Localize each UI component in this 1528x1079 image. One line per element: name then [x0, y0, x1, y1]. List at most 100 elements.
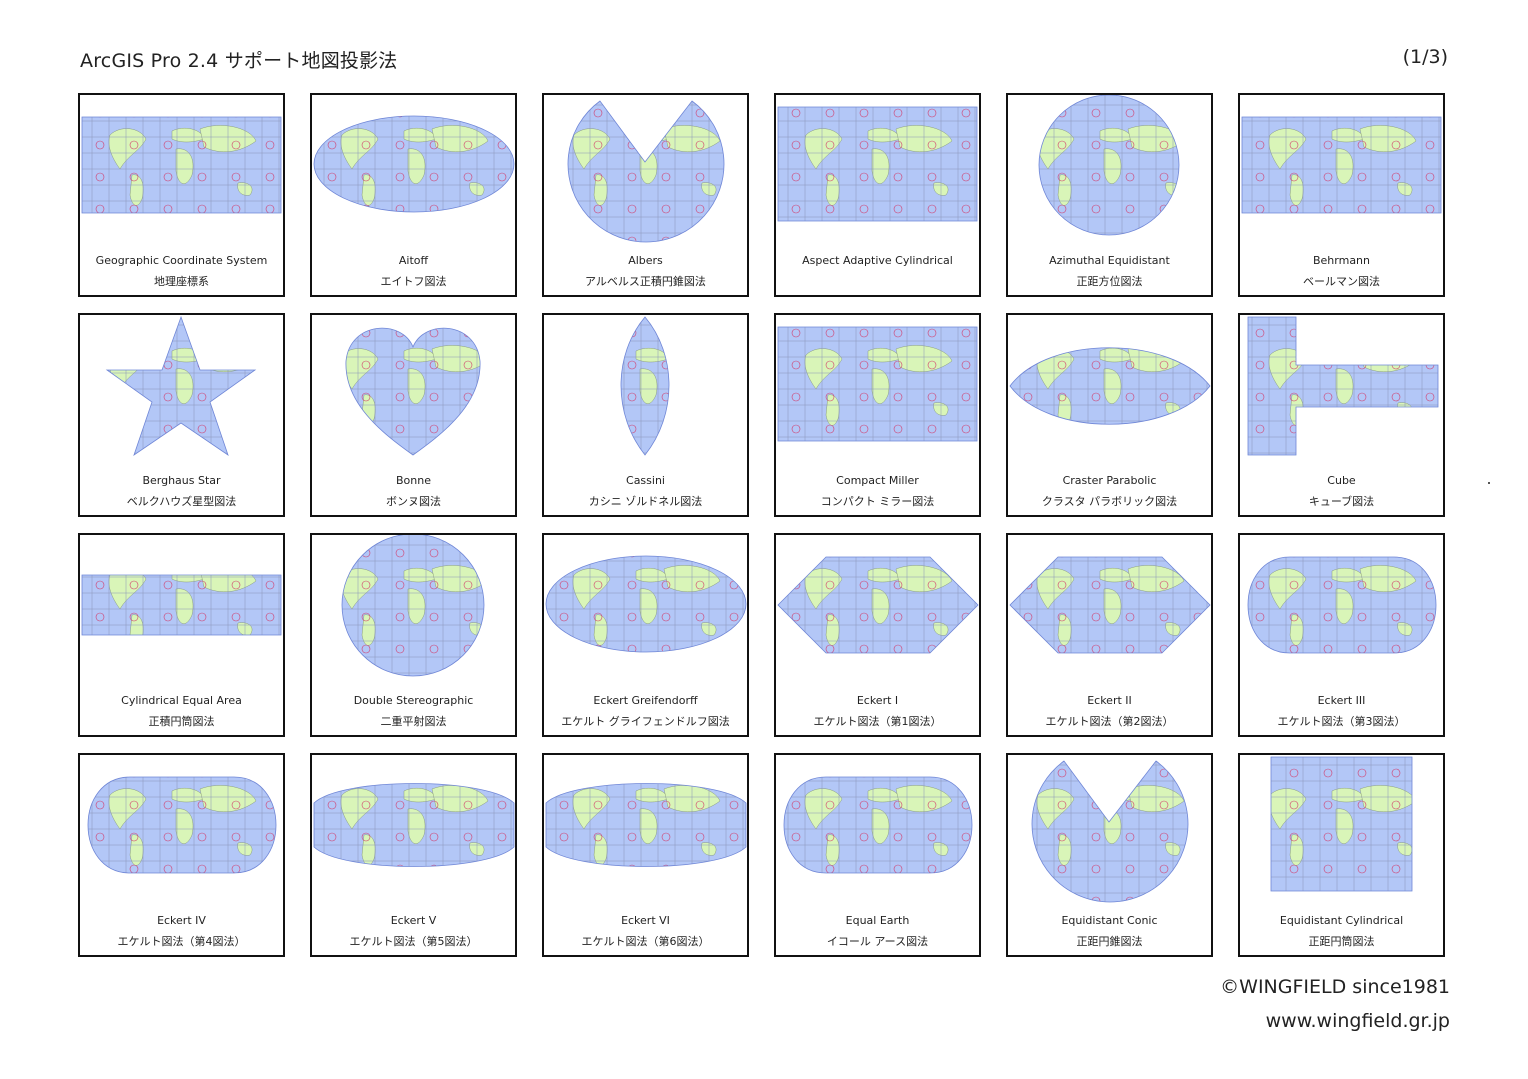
world-map-icon — [1009, 347, 1211, 425]
projection-name: Eckert IV — [157, 914, 206, 927]
projection-japanese-name: カシニ ゾルドネル図法 — [588, 495, 703, 508]
projection-card: Eckert I エケルト図法（第1図法） — [774, 533, 981, 737]
projection-japanese-name: エケルト図法（第1図法） — [813, 715, 942, 728]
projection-card: Equidistant Cylindrical 正距円筒図法 — [1238, 753, 1445, 957]
world-map-icon — [567, 100, 725, 243]
projection-japanese-name: エケルト図法（第2図法） — [1045, 715, 1174, 728]
projection-card: Albers アルベルス正積円錐図法 — [542, 93, 749, 297]
projection-name: Compact Miller — [836, 474, 919, 487]
world-map-icon — [545, 783, 747, 867]
projection-name: Eckert III — [1317, 694, 1366, 707]
projection-japanese-name: アルベルス正積円錐図法 — [585, 275, 706, 288]
projection-japanese-name: エケルト グライフェンドルフ図法 — [561, 715, 730, 728]
projection-name: Aspect Adaptive Cylindrical — [802, 254, 953, 267]
projection-japanese-name: 正距方位図法 — [1076, 275, 1143, 288]
projection-grid: Geographic Coordinate System 地理座標系 Aitoff エ… — [78, 93, 1445, 957]
world-map-icon — [313, 783, 515, 867]
projection-japanese-name: エケルト図法（第3図法） — [1277, 715, 1406, 728]
projection-name: Azimuthal Equidistant — [1049, 254, 1170, 267]
projection-name: Eckert VI — [621, 914, 670, 927]
projection-card: Eckert VI エケルト図法（第6図法） — [542, 753, 749, 957]
projection-japanese-name: エケルト図法（第5図法） — [349, 935, 478, 948]
projection-name: Behrmann — [1312, 254, 1370, 267]
projection-card: Aitoff エイトフ図法 — [310, 93, 517, 297]
projection-japanese-name: ベールマン図法 — [1303, 275, 1380, 288]
projection-card: Azimuthal Equidistant 正距方位図法 — [1006, 93, 1213, 297]
projection-name: Craster Parabolic — [1062, 474, 1157, 487]
projection-name: Eckert I — [856, 694, 899, 707]
copyright-text: ©WINGFIELD since1981 — [1220, 976, 1450, 998]
world-map-icon — [777, 556, 979, 654]
projection-japanese-name: イコール アース図法 — [826, 935, 929, 948]
projection-name: Cube — [1327, 474, 1356, 487]
world-map-icon — [105, 315, 257, 457]
projection-card: Behrmann ベールマン図法 — [1238, 93, 1445, 297]
world-map-icon — [1247, 316, 1439, 456]
projection-japanese-name: 正距円筒図法 — [1308, 935, 1375, 948]
page-title: ArcGIS Pro 2.4 サポート地図投影法 — [80, 50, 398, 72]
world-map-icon — [1031, 760, 1189, 903]
world-map-icon — [81, 116, 282, 214]
projection-card: Equal Earth イコール アース図法 — [774, 753, 981, 957]
projection-name: Berghaus Star — [142, 474, 221, 487]
world-map-icon — [313, 115, 515, 213]
projection-name: Aitoff — [398, 254, 429, 267]
projection-name: Albers — [628, 254, 663, 267]
projection-name: Cylindrical Equal Area — [121, 694, 242, 707]
projection-card: Eckert Greifendorff エケルト グライフェンドルフ図法 — [542, 533, 749, 737]
projection-card: Berghaus Star ベルクハウズ星型図法 — [78, 313, 285, 517]
projection-card: Cassini カシニ ゾルドネル図法 — [542, 313, 749, 517]
world-map-icon — [81, 574, 282, 636]
projection-card: Double Stereographic 二重平射図法 — [310, 533, 517, 737]
projection-card: Aspect Adaptive Cylindrical — [774, 93, 981, 297]
projection-name: Equidistant Conic — [1061, 914, 1158, 927]
projection-japanese-name: エケルト図法（第4図法） — [117, 935, 246, 948]
website-url[interactable]: www.wingfield.gr.jp — [1265, 1010, 1450, 1032]
world-map-icon — [1247, 556, 1437, 654]
world-map-icon — [783, 776, 973, 874]
projection-card: Geographic Coordinate System 地理座標系 — [78, 93, 285, 297]
projection-japanese-name: エケルト図法（第6図法） — [581, 935, 710, 948]
projection-japanese-name: 正積円筒図法 — [148, 715, 215, 728]
projection-name: Double Stereographic — [353, 694, 474, 707]
projection-japanese-name: 地理座標系 — [154, 275, 209, 288]
world-map-icon — [1241, 116, 1442, 214]
world-map-icon — [620, 316, 670, 456]
projection-name: Eckert Greifendorff — [593, 694, 698, 707]
projection-card: Eckert III エケルト図法（第3図法） — [1238, 533, 1445, 737]
projection-card: Cube キューブ図法 — [1238, 313, 1445, 517]
projection-card: Eckert IV エケルト図法（第4図法） — [78, 753, 285, 957]
projection-name: Bonne — [396, 474, 431, 487]
projection-japanese-name: キューブ図法 — [1308, 495, 1375, 508]
world-map-icon — [777, 106, 978, 222]
projection-name: Cassini — [626, 474, 665, 487]
world-map-icon — [1270, 756, 1413, 892]
projection-japanese-name: コンパクト ミラー図法 — [820, 495, 935, 508]
projection-name: Eckert II — [1087, 694, 1132, 707]
page-indicator: (1/3) — [1402, 46, 1448, 68]
world-map-icon — [1038, 95, 1180, 236]
world-map-icon — [345, 327, 481, 456]
projection-japanese-name: 二重平射図法 — [380, 715, 447, 728]
projection-card: Cylindrical Equal Area 正積円筒図法 — [78, 533, 285, 737]
projection-japanese-name: ボンヌ図法 — [386, 495, 441, 508]
projection-japanese-name: ベルクハウズ星型図法 — [126, 495, 237, 508]
projection-name: Eckert V — [390, 914, 437, 927]
world-map-icon — [1009, 556, 1211, 654]
projection-card: Eckert II エケルト図法（第2図法） — [1006, 533, 1213, 737]
projection-card: Eckert V エケルト図法（第5図法） — [310, 753, 517, 957]
projection-name: Equal Earth — [845, 914, 910, 927]
projection-card: Compact Miller コンパクト ミラー図法 — [774, 313, 981, 517]
world-map-icon — [341, 535, 485, 677]
projection-card: Craster Parabolic クラスタ パラボリック図法 — [1006, 313, 1213, 517]
projection-japanese-name: エイトフ図法 — [380, 275, 447, 288]
world-map-icon — [87, 776, 277, 874]
projection-name: Equidistant Cylindrical — [1279, 914, 1404, 927]
projection-japanese-name: クラスタ パラボリック図法 — [1041, 495, 1178, 508]
stray-dot — [1488, 482, 1490, 484]
projection-name: Geographic Coordinate System — [95, 254, 268, 267]
projection-card: Equidistant Conic 正距円錐図法 — [1006, 753, 1213, 957]
projection-card: Bonne ボンヌ図法 — [310, 313, 517, 517]
world-map-icon — [545, 555, 747, 653]
projection-japanese-name: 正距円錐図法 — [1076, 935, 1143, 948]
